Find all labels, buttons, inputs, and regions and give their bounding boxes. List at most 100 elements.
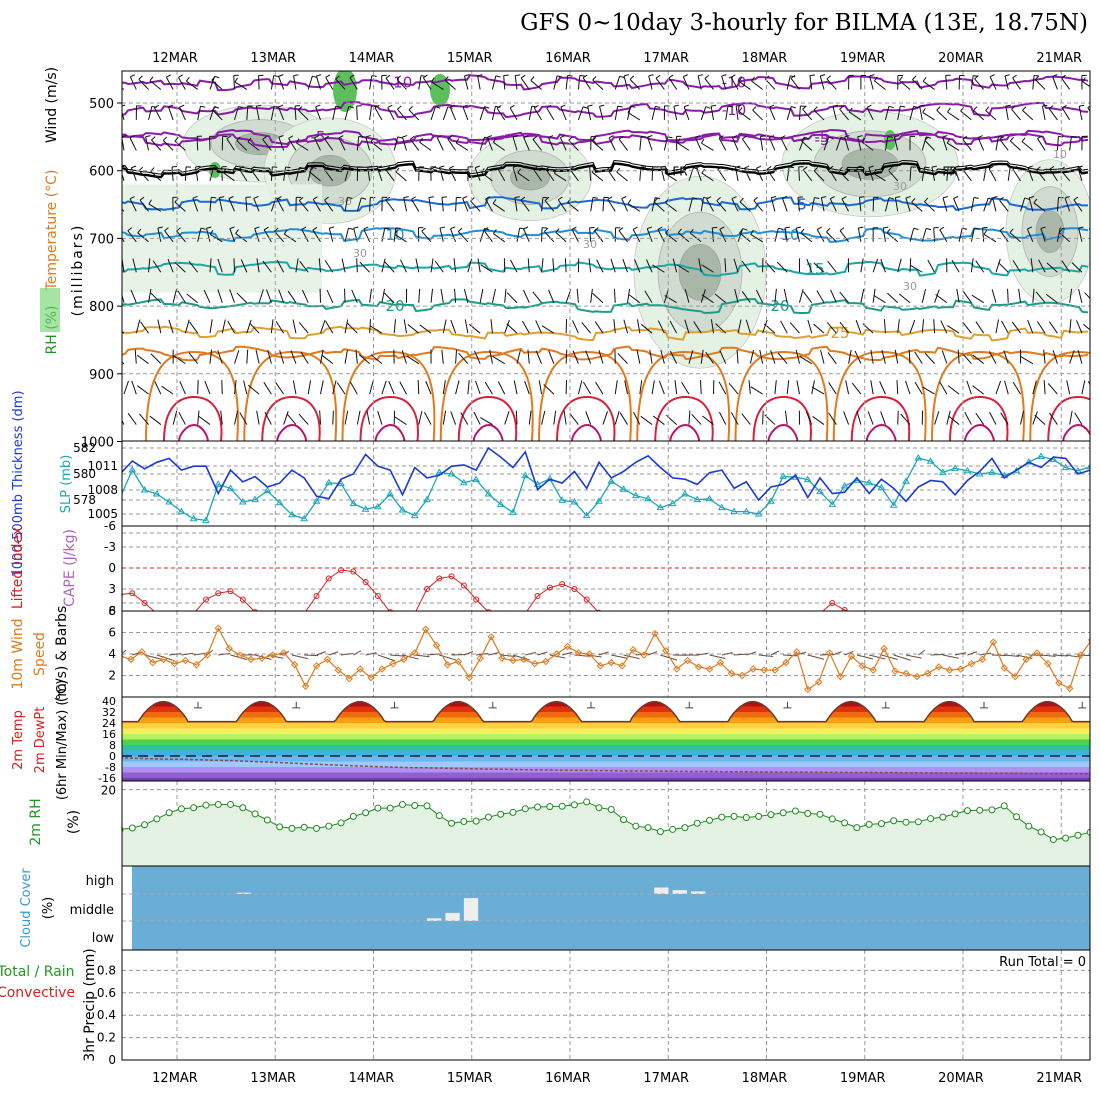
date-label-top: 20MAR	[938, 51, 984, 66]
wind-barb	[401, 350, 407, 364]
wind-barb	[639, 166, 642, 181]
wind-barb	[710, 106, 714, 121]
wind-barb	[192, 195, 198, 199]
wind-barb	[377, 654, 395, 662]
wind-barb	[276, 196, 282, 200]
wind-barb	[934, 289, 940, 303]
wind-barb	[1021, 137, 1026, 142]
wind-barb	[985, 106, 990, 111]
temperature-contour	[122, 74, 1089, 92]
rh-point	[693, 819, 701, 827]
wind-barb	[997, 262, 1009, 273]
temperature-contour	[359, 395, 419, 441]
wind-barb	[974, 227, 980, 230]
wind-barb	[623, 319, 629, 334]
wind-barb	[561, 651, 573, 656]
wind-barb	[746, 651, 757, 656]
wind-barb	[872, 258, 879, 273]
wind-barb	[732, 135, 738, 139]
wind-barb	[132, 258, 137, 273]
contour-label: -5	[815, 128, 830, 146]
wind-barb	[366, 410, 371, 425]
wind-barb	[353, 228, 358, 242]
contour-label: 5	[797, 196, 807, 214]
wind-barb	[657, 226, 663, 230]
wind-barb	[543, 231, 555, 243]
temperature-plot	[122, 697, 1090, 781]
tick-label: 6	[108, 604, 116, 618]
wind-barb	[874, 80, 886, 90]
wind-barb	[179, 381, 186, 395]
wind-barb	[504, 319, 510, 334]
wind-barb	[307, 167, 312, 181]
rh-point	[435, 812, 443, 820]
rh-point	[1062, 834, 1070, 842]
wind-barb	[577, 106, 584, 121]
wind-barb	[571, 226, 577, 230]
wind-barb	[588, 258, 592, 273]
wind-barb	[744, 167, 751, 182]
wind-barb	[802, 166, 808, 171]
wind-barb	[173, 355, 186, 365]
slp-point	[177, 507, 186, 515]
wind-barb	[826, 322, 837, 334]
wind-barb	[307, 380, 312, 395]
wind-barb	[484, 228, 490, 231]
tick-label: 1011	[87, 459, 118, 473]
wind-barb	[922, 107, 926, 113]
date-label-bottom: 19MAR	[840, 1071, 886, 1086]
rh-region	[678, 243, 722, 301]
wind-barb	[263, 382, 272, 395]
rh-point	[595, 804, 603, 812]
wind-barb	[335, 78, 346, 90]
wind-barb	[127, 412, 137, 425]
wind-barb	[693, 321, 702, 334]
wind-barb	[131, 165, 137, 169]
wind-barb	[701, 142, 714, 151]
rh-point	[730, 812, 738, 820]
wind-barb	[848, 349, 852, 364]
rh-point	[841, 819, 849, 827]
wind-barb	[873, 173, 886, 182]
wind-barb	[800, 228, 805, 234]
wind-barb	[653, 197, 658, 203]
wind-barb	[506, 292, 518, 304]
wind-barb	[688, 350, 694, 364]
wind-barb	[1032, 411, 1038, 425]
wind-barb	[1073, 199, 1083, 212]
wind-speed-point	[924, 669, 932, 678]
cloud-bar	[445, 912, 460, 921]
lifted-index-line	[305, 569, 390, 611]
wind-barb	[344, 106, 350, 121]
lifted-index-point	[215, 590, 222, 597]
slp-point	[140, 486, 149, 493]
wind-speed-point	[782, 658, 790, 667]
temperature-contour	[767, 423, 799, 441]
wind-barb	[347, 197, 353, 199]
slp-point	[238, 498, 247, 505]
axis-label: (%)	[41, 897, 56, 920]
wind-barb	[765, 75, 770, 80]
wind-barb	[479, 136, 486, 151]
tick-label: -6	[104, 519, 116, 533]
wind-barb	[663, 136, 669, 151]
wind-barb	[859, 196, 865, 198]
slp-point	[521, 471, 530, 479]
wind-barb	[861, 137, 866, 143]
wind-barb	[218, 197, 223, 212]
wind-barb	[138, 75, 143, 80]
wind-speed-point	[1055, 679, 1063, 687]
wind-barb	[973, 197, 979, 199]
tick-label: 700	[89, 232, 114, 247]
wind-barb	[586, 654, 602, 658]
wind-barb	[572, 350, 579, 364]
wind-barb	[396, 78, 407, 90]
wind-barb	[262, 139, 272, 151]
wind-speed-point	[956, 665, 965, 673]
wind-speed-point	[192, 661, 201, 669]
wind-barb	[179, 104, 185, 108]
wind-barb	[632, 226, 638, 230]
lifted-index-point	[841, 607, 848, 611]
wind-barb	[188, 260, 199, 273]
slp-point	[545, 474, 554, 482]
